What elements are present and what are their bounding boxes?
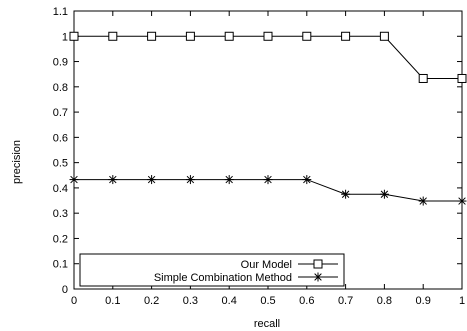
y-tick-label: 0.3 xyxy=(53,208,68,220)
data-point xyxy=(379,189,389,199)
data-point xyxy=(302,175,312,185)
y-tick-label: 0.7 xyxy=(53,107,68,119)
y-tick-label: 1 xyxy=(62,31,68,43)
x-tick-label: 0.9 xyxy=(416,295,431,307)
data-point xyxy=(224,175,234,185)
data-point xyxy=(147,31,157,41)
y-tick-label: 0.4 xyxy=(53,183,68,195)
data-point xyxy=(263,31,273,41)
y-axis-title: precision xyxy=(11,140,23,184)
legend-marker xyxy=(313,272,323,282)
data-point xyxy=(69,175,79,185)
series-layer xyxy=(69,31,467,206)
data-point xyxy=(418,196,428,206)
data-point xyxy=(418,73,428,83)
data-point xyxy=(147,175,157,185)
series-0 xyxy=(69,31,467,83)
axis-ticks: 0 0.1 0.2 0.3 0.4 0.5 0.6 0.7 0.8 0.9 1 0 0.1 0.2 0.3 0… xyxy=(53,6,465,307)
data-point xyxy=(379,31,389,41)
data-point xyxy=(457,196,467,206)
data-point xyxy=(185,31,195,41)
plot-frame xyxy=(73,10,463,290)
data-point xyxy=(185,175,195,185)
x-tick-label: 0.7 xyxy=(338,295,353,307)
y-tick-label: 0.8 xyxy=(53,82,68,94)
series-line xyxy=(74,35,462,79)
y-tick-label: 1.1 xyxy=(53,6,68,18)
legend-label: Our Model xyxy=(241,259,292,271)
y-tick-label: 0.1 xyxy=(53,259,68,271)
x-tick-label: 0.2 xyxy=(144,295,159,307)
x-tick-label: 0.4 xyxy=(222,295,237,307)
y-tick-label: 0.2 xyxy=(53,233,68,245)
data-point xyxy=(341,189,351,199)
x-axis-title: recall xyxy=(254,318,280,330)
data-point xyxy=(263,175,273,185)
x-tick-label: 0 xyxy=(71,295,77,307)
series-1 xyxy=(69,175,467,206)
data-point xyxy=(341,31,351,41)
x-tick-label: 0.5 xyxy=(260,295,275,307)
x-tick-label: 0.3 xyxy=(183,295,198,307)
legend-label: Simple Combination Method xyxy=(154,272,292,284)
y-tick-label: 0.9 xyxy=(53,57,68,69)
legend-box xyxy=(79,253,345,287)
y-tick-label: 0.6 xyxy=(53,132,68,144)
data-point xyxy=(457,73,467,83)
y-tick-label: 0 xyxy=(62,284,68,296)
data-point xyxy=(224,31,234,41)
x-tick-label: 1 xyxy=(459,295,465,307)
data-point xyxy=(302,31,312,41)
plot-border xyxy=(73,10,463,290)
x-tick-label: 0.6 xyxy=(299,295,314,307)
x-tick-label: 0.1 xyxy=(105,295,120,307)
data-point xyxy=(108,175,118,185)
legend-marker xyxy=(313,259,323,269)
data-point xyxy=(108,31,118,41)
x-tick-label: 0.8 xyxy=(377,295,392,307)
data-point xyxy=(69,31,79,41)
y-tick-label: 0.5 xyxy=(53,158,68,170)
